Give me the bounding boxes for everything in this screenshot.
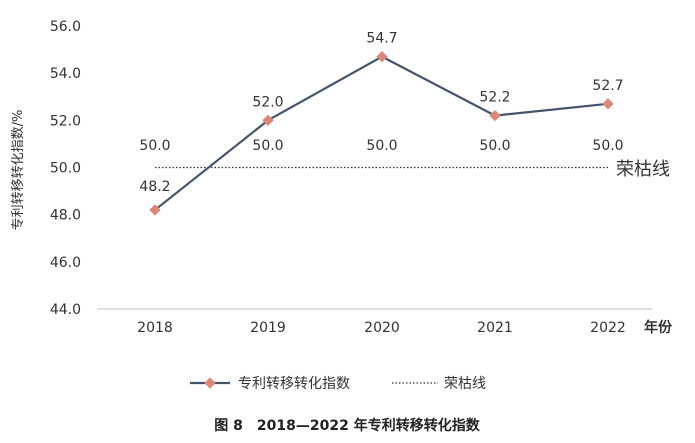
x-tick-label: 2019	[250, 320, 286, 336]
x-axis-unit: 年份	[644, 319, 673, 336]
index-data-label: 48.2	[139, 179, 170, 195]
threshold-data-label: 50.0	[139, 138, 170, 154]
index-point-marker	[489, 109, 501, 122]
series-layer: 50.0 50.0 50.0 50.0 50.0 48.2 52.0 54.7 52.2 52.7	[139, 31, 624, 216]
y-tick-label: 46.0	[50, 255, 81, 271]
x-tick-label: 2018	[137, 320, 173, 336]
threshold-data-label: 50.0	[479, 138, 510, 154]
legend-marker-index	[204, 377, 216, 389]
y-tick-label: 50.0	[50, 161, 81, 177]
threshold-data-label: 50.0	[252, 138, 283, 154]
x-tick-label: 2021	[477, 320, 513, 336]
index-point-marker	[376, 51, 388, 63]
y-axis-label: 专利转移转化指数/%	[11, 110, 26, 231]
legend: 专利转移转化指数 荣枯线	[190, 376, 486, 392]
y-tick-label: 56.0	[50, 19, 81, 35]
legend-label-index: 专利转移转化指数	[238, 376, 350, 392]
y-tick-label: 44.0	[50, 302, 81, 318]
threshold-data-label: 50.0	[592, 138, 623, 154]
index-data-label: 52.7	[592, 78, 623, 94]
index-data-label: 54.7	[366, 31, 397, 47]
x-axis-ticks: 2018 2019 2020 2021 2022	[137, 320, 626, 336]
index-point-marker	[149, 204, 161, 216]
x-tick-label: 2022	[590, 320, 626, 336]
index-data-label: 52.0	[252, 94, 283, 110]
y-tick-label: 48.0	[50, 208, 81, 224]
index-point-marker	[602, 98, 614, 110]
figure-caption: 图 8 2018—2022 年专利转移转化指数	[214, 417, 480, 434]
threshold-data-label: 50.0	[366, 138, 397, 154]
y-axis-ticks: 44.0 46.0 48.0 50.0 52.0 54.0 56.0	[50, 19, 81, 318]
threshold-annotation: 荣枯线	[616, 159, 670, 180]
y-tick-label: 52.0	[50, 113, 81, 129]
x-tick-label: 2020	[364, 320, 400, 336]
index-data-label: 52.2	[479, 90, 510, 106]
index-series-line	[154, 55, 609, 211]
legend-label-threshold: 荣枯线	[444, 376, 486, 392]
y-tick-label: 54.0	[50, 66, 81, 82]
